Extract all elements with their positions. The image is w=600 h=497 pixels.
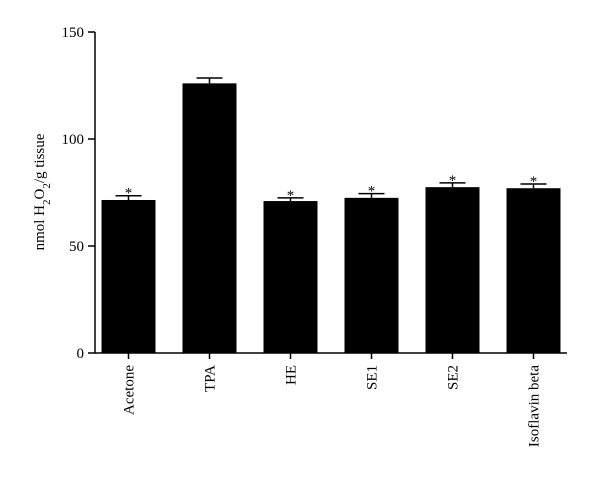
significance-marker: *: [125, 186, 133, 202]
significance-marker: *: [287, 188, 295, 204]
bar: [344, 197, 399, 353]
x-tick-label: Isoflavin beta: [527, 365, 543, 447]
bar: [182, 83, 237, 354]
y-tick-label: 100: [62, 132, 85, 148]
x-tick-label: SE1: [365, 365, 381, 390]
y-tick-label: 150: [62, 25, 85, 41]
x-tick-label: SE2: [446, 365, 462, 390]
x-tick-label: TPA: [203, 365, 219, 392]
bar: [506, 188, 561, 353]
y-tick-label: 0: [77, 346, 85, 362]
bar: [425, 187, 480, 353]
significance-marker: *: [530, 174, 538, 190]
y-axis-label: nmol H2O2/g tissue: [32, 133, 53, 250]
significance-marker: *: [368, 184, 376, 200]
x-tick-label: HE: [284, 365, 300, 385]
bar: [263, 201, 318, 353]
x-tick-label: Acetone: [122, 365, 138, 415]
y-tick-label: 50: [69, 239, 84, 255]
bar: [101, 199, 156, 353]
significance-marker: *: [449, 173, 457, 189]
